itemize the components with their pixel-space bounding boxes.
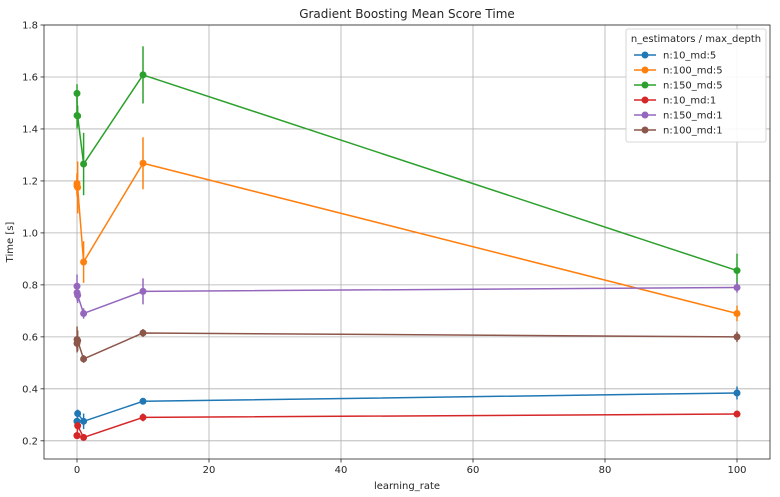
data-point xyxy=(80,417,88,425)
series-n:10_md:5 xyxy=(73,386,741,430)
legend-swatch-marker xyxy=(641,66,649,74)
series-n:100_md:5 xyxy=(73,137,741,322)
y-axis-title: Time [s] xyxy=(5,222,16,264)
data-point xyxy=(80,309,88,317)
y-tick-label: 0.4 xyxy=(22,384,38,395)
data-point xyxy=(733,389,741,397)
data-point xyxy=(733,267,741,275)
data-point xyxy=(80,433,88,441)
series-n:100_md:1 xyxy=(73,326,741,363)
data-point xyxy=(80,160,88,168)
data-point xyxy=(74,410,82,418)
x-tick-label: 60 xyxy=(467,465,480,476)
legend-entry-label: n:10_md:5 xyxy=(663,51,716,62)
axis-ticks: 0 20 40 60 80 100 0.2 0.4 0.6 0.8 1.0 1.2 1.4 1.6 1.8 xyxy=(22,21,746,477)
y-tick-label: 0.6 xyxy=(22,332,38,343)
data-point xyxy=(74,337,82,345)
data-point xyxy=(139,287,147,295)
data-point xyxy=(733,410,741,418)
data-point xyxy=(74,183,82,191)
x-tick-label: 0 xyxy=(74,465,80,476)
series-n:10_md:1 xyxy=(73,410,741,441)
y-tick-label: 1.8 xyxy=(22,21,38,32)
legend-swatch-marker xyxy=(641,126,649,134)
legend-swatch-marker xyxy=(641,111,649,119)
series-n:150_md:1 xyxy=(73,274,741,319)
data-point xyxy=(80,258,88,266)
data-point xyxy=(139,329,147,337)
data-point xyxy=(733,309,741,317)
data-point xyxy=(139,413,147,421)
x-axis-title: learning_rate xyxy=(374,481,440,492)
data-point xyxy=(733,283,741,291)
x-tick-label: 80 xyxy=(599,465,612,476)
data-point xyxy=(139,397,147,405)
series-n:150_md:5 xyxy=(73,46,741,288)
y-tick-label: 1.0 xyxy=(22,228,38,239)
legend-entry-label: n:10_md:1 xyxy=(663,96,716,107)
x-tick-label: 40 xyxy=(335,465,348,476)
data-point xyxy=(733,333,741,341)
legend-swatch-marker xyxy=(641,51,649,59)
x-tick-label: 20 xyxy=(203,465,216,476)
data-series xyxy=(73,46,741,441)
y-tick-label: 0.8 xyxy=(22,280,38,291)
y-tick-label: 1.2 xyxy=(22,176,38,187)
legend-entry-label: n:150_md:5 xyxy=(663,81,723,92)
data-point xyxy=(74,112,82,120)
legend-swatch-marker xyxy=(641,81,649,89)
data-point xyxy=(80,355,88,363)
chart-title: Gradient Boosting Mean Score Time xyxy=(299,7,515,21)
data-point xyxy=(74,422,82,430)
x-tick-label: 100 xyxy=(727,465,746,476)
y-tick-label: 0.2 xyxy=(22,436,38,447)
plot-frame xyxy=(43,24,771,460)
data-point xyxy=(139,159,147,167)
legend-box xyxy=(625,28,767,143)
legend-entry-label: n:100_md:1 xyxy=(663,126,723,137)
legend-swatch-marker xyxy=(641,96,649,104)
data-point xyxy=(74,291,82,299)
legend: n_estimators / max_depth n:10_md:5 n:100_… xyxy=(625,28,767,143)
y-tick-label: 1.6 xyxy=(22,72,38,83)
data-point xyxy=(73,89,81,97)
legend-entry-label: n:100_md:5 xyxy=(663,66,723,77)
legend-entry-label: n:150_md:1 xyxy=(663,111,723,122)
data-point xyxy=(73,432,81,440)
y-tick-label: 1.4 xyxy=(22,124,38,135)
legend-title: n_estimators / max_depth xyxy=(631,34,761,45)
data-point xyxy=(139,71,147,79)
